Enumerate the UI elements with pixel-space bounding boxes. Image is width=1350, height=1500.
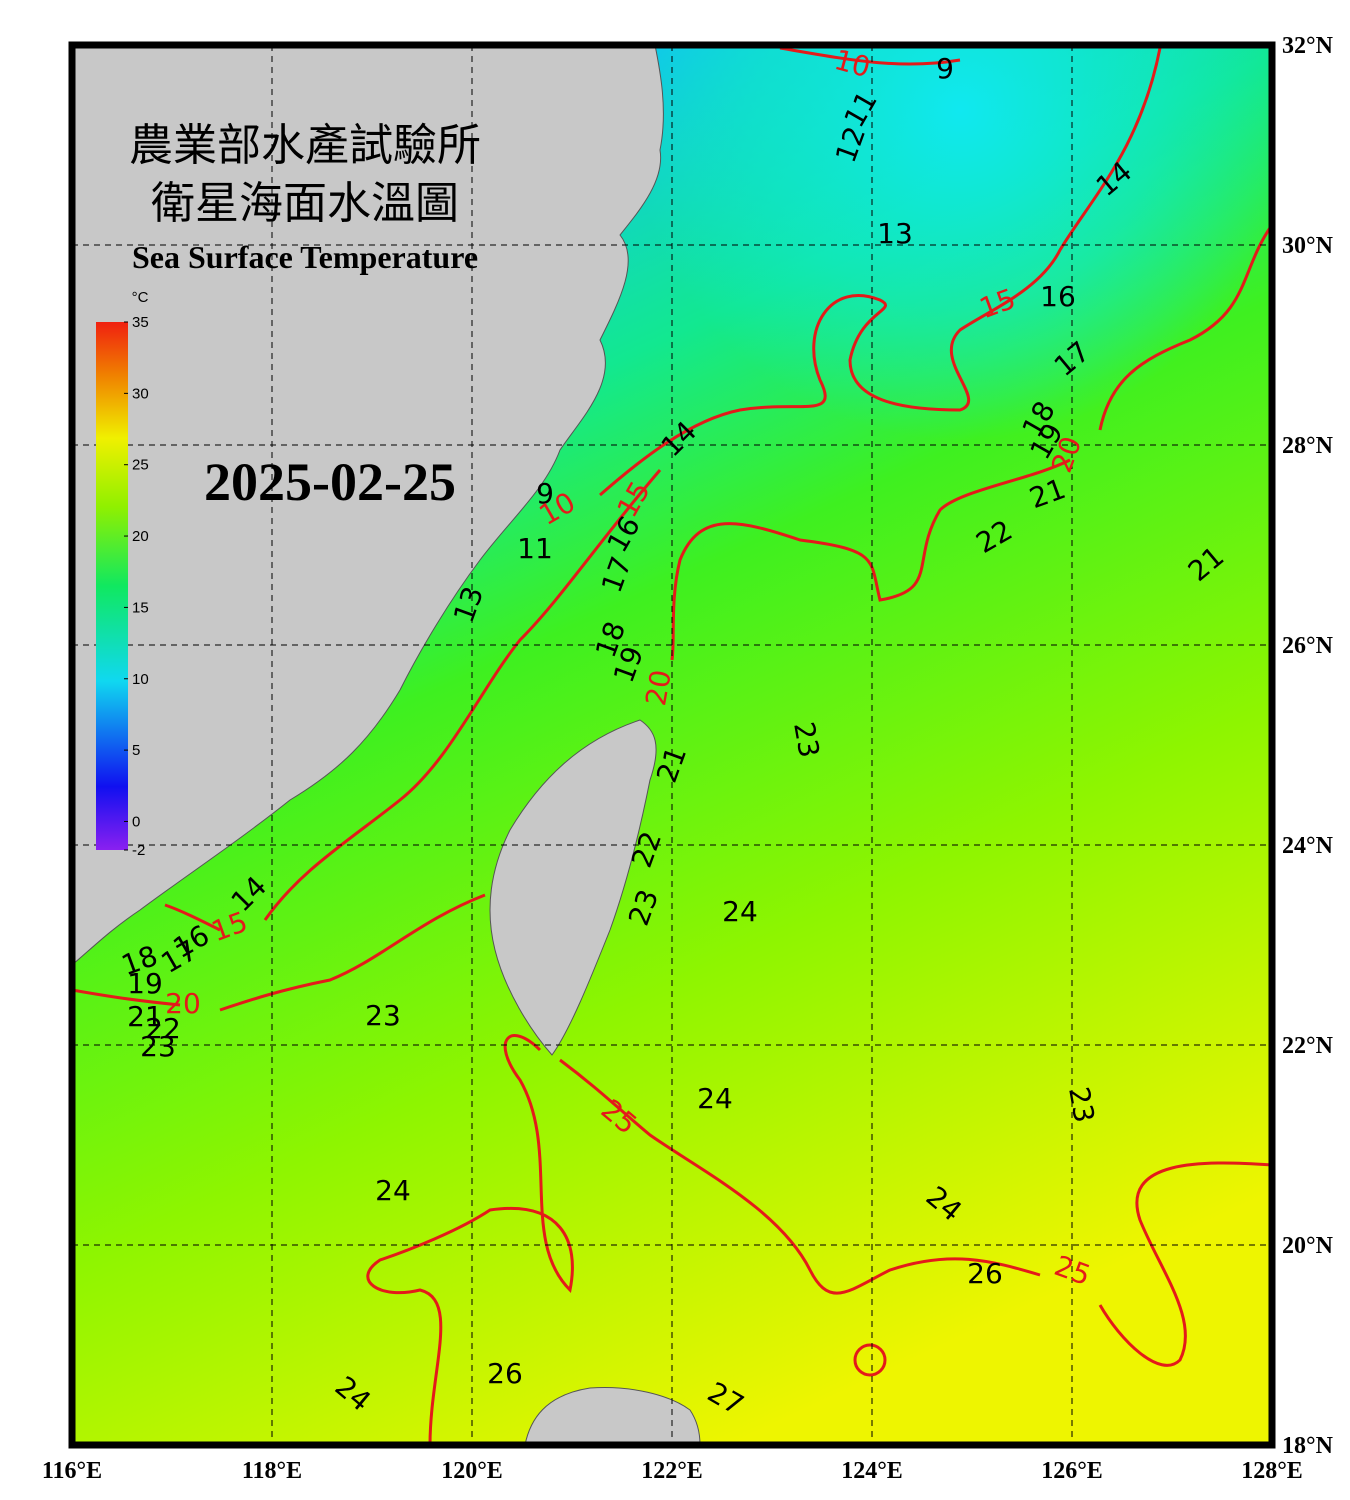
lat-label: 28°N — [1282, 433, 1334, 459]
colorbar — [96, 322, 128, 850]
lat-label: 20°N — [1282, 1233, 1334, 1259]
contour-label: 21 — [127, 1000, 163, 1033]
date: 2025-02-25 — [204, 452, 456, 512]
axes: 116°E 118°E 120°E 122°E 124°E 126°E 128°E18°N 2… — [42, 33, 1334, 1484]
contour-label: 23 — [365, 999, 401, 1032]
colorbar-tick-label: 25 — [132, 457, 149, 474]
lon-label: 118°E — [242, 1458, 302, 1484]
lat-label: 18°N — [1282, 1433, 1334, 1459]
contour-label: 20 — [639, 667, 678, 708]
contour-label: 11 — [517, 532, 553, 565]
contour-label: 20 — [165, 987, 201, 1020]
contour-label: 9 — [936, 52, 954, 85]
lon-label: 124°E — [841, 1458, 903, 1484]
contour-label: 24 — [722, 895, 758, 928]
colorbar-tick-label: 35 — [132, 314, 149, 331]
lon-label: 120°E — [441, 1458, 503, 1484]
colorbar-tick-label: 10 — [132, 671, 149, 688]
lon-label: 116°E — [42, 1458, 102, 1484]
contour-label: 13 — [877, 217, 913, 250]
contour-label: 19 — [127, 967, 163, 1000]
colorbar-ticks: 35 30 25 20 15 10 5 0 -2 — [124, 314, 149, 859]
contour-label: 23 — [140, 1030, 176, 1063]
china-coast — [72, 45, 664, 966]
lon-label: 126°E — [1041, 1458, 1103, 1484]
map-frame — [68, 41, 1276, 1449]
subtitle: Sea Surface Temperature — [132, 239, 478, 275]
lon-label: 122°E — [641, 1458, 703, 1484]
colorbar-tick-label: 5 — [132, 742, 140, 759]
colorbar-tick-label: 20 — [132, 528, 149, 545]
title-line: 農業部水產試驗所 — [129, 121, 481, 170]
title-line: 衛星海面水溫圖 — [151, 179, 459, 228]
luzon — [524, 1386, 701, 1445]
taiwan — [489, 719, 657, 1056]
contour-label: 23 — [787, 719, 826, 760]
contour-label: 26 — [487, 1357, 523, 1390]
lon-label: 128°E — [1241, 1458, 1303, 1484]
lat-label: 26°N — [1282, 633, 1334, 659]
graticule — [72, 45, 1272, 1445]
colorbar-tick-label: 30 — [132, 385, 149, 402]
lat-label: 24°N — [1282, 833, 1334, 859]
lat-label: 32°N — [1282, 33, 1334, 59]
colorbar-tick-label: 15 — [132, 599, 149, 616]
contour-label: 16 — [1040, 280, 1076, 313]
contour-label: 24 — [375, 1174, 411, 1207]
contour-label: 22 — [145, 1012, 181, 1045]
lat-label: 22°N — [1282, 1033, 1334, 1059]
colorbar-unit: °C — [132, 289, 149, 306]
land — [72, 45, 701, 1445]
colorbar-tick-label: 0 — [132, 813, 140, 830]
lat-label: 30°N — [1282, 233, 1334, 259]
contour-label: 9 — [536, 477, 554, 510]
isotherms — [72, 46, 1272, 1445]
contour-label: 23 — [1062, 1084, 1101, 1125]
contour-label: 26 — [967, 1257, 1003, 1290]
colorbar-tick-label: -2 — [132, 842, 145, 859]
contour-label: 24 — [697, 1082, 733, 1115]
